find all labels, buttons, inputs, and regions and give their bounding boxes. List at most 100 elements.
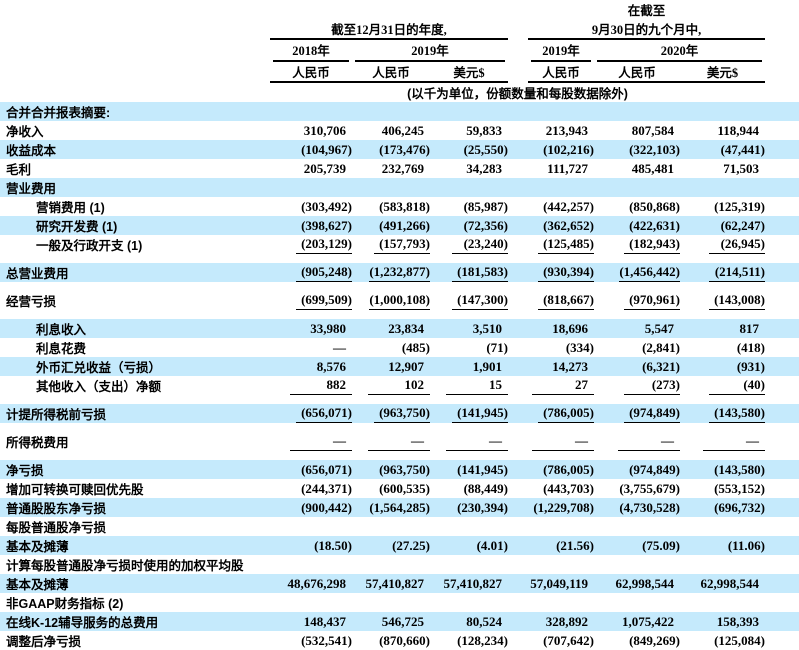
value-cell: (786,005) xyxy=(528,460,594,479)
cell-value: (696,732) xyxy=(714,499,766,515)
column-gutter xyxy=(508,376,528,395)
value-cell: (398,627) xyxy=(270,216,352,235)
table-row: 利息花费 — (485) (71) (334) (2,841) (418) xyxy=(0,338,799,357)
value-cell: (442,257) xyxy=(528,197,594,216)
cell-value: 3,510 xyxy=(472,320,502,336)
cell-value: 328,892 xyxy=(545,613,588,629)
cell-value: 57,410,827 xyxy=(365,575,425,591)
value-cell xyxy=(352,555,430,574)
value-cell xyxy=(680,593,765,612)
row-label: 每股普通股净亏损 xyxy=(6,521,107,535)
value-cell: (4.01) xyxy=(430,536,508,555)
value-cell: 817 xyxy=(680,319,766,338)
table-row: 毛利 205,739 232,769 34,283 111,727 485,481 71,5… xyxy=(0,159,799,178)
right-padding xyxy=(765,432,799,451)
cell-value: (147,300) xyxy=(452,292,508,310)
value-cell: (203,129) xyxy=(270,235,352,254)
value-cell xyxy=(528,517,594,536)
value-cell: (125,319) xyxy=(680,197,765,216)
row-label: 其他收入（支出）净额 xyxy=(36,380,162,394)
table-row: 外币汇兑收益（亏损） 8,576 12,907 1,901 14,273 (6,321) (… xyxy=(0,357,799,376)
currency-label: 美元$ xyxy=(430,62,508,83)
value-cell: (600,535) xyxy=(352,479,430,498)
cell-value: (26,945) xyxy=(709,236,766,254)
value-cell: (244,371) xyxy=(270,479,352,498)
value-cell: 80,524 xyxy=(430,612,508,631)
right-padding xyxy=(765,555,799,574)
cell-value: — xyxy=(532,433,594,451)
cell-value: 57,410,827 xyxy=(443,575,503,591)
value-cell: (553,152) xyxy=(680,479,765,498)
value-cell: (3,755,679) xyxy=(594,479,680,498)
value-cell: (1,000,108) xyxy=(352,291,430,310)
year-2019b-label: 2019年 xyxy=(531,40,591,62)
row-label: 计提所得税前亏损 xyxy=(0,404,270,423)
cell-value: 71,503 xyxy=(723,160,760,176)
cell-value: (88,449) xyxy=(463,480,508,496)
value-cell: — xyxy=(270,338,352,357)
table-row: 基本及摊薄 48,676,298 57,410,827 57,410,827 57,04… xyxy=(0,574,799,593)
cell-value: 817 xyxy=(739,320,760,336)
value-cell: 111,727 xyxy=(528,159,594,178)
table-body: 合并合并报表摘要: 净收入 310,706 406,245 59,833 213,943 8… xyxy=(0,102,799,650)
value-cell xyxy=(352,178,430,197)
table-row: 一般及行政开支 (1) (203,129) (157,793) (23,240) (12… xyxy=(0,235,799,254)
cell-value: (18.50) xyxy=(314,537,352,553)
value-cell: (699,509) xyxy=(270,291,352,310)
value-cell: (485) xyxy=(352,338,430,357)
value-cell: (25,550) xyxy=(430,140,508,159)
cell-value: (442,257) xyxy=(543,198,594,214)
cell-value: 148,437 xyxy=(303,613,346,629)
units-note: (以千为单位，份额数量和每股数据除外) xyxy=(407,87,628,101)
value-cell: 158,393 xyxy=(680,612,766,631)
right-padding xyxy=(765,235,799,254)
header-period-top-row: 在截至 xyxy=(0,0,799,19)
value-cell: 57,049,119 xyxy=(528,574,594,593)
value-cell: (11.06) xyxy=(680,536,766,555)
column-gutter xyxy=(508,159,528,178)
cell-value: (930,394) xyxy=(538,264,594,282)
value-cell: 5,547 xyxy=(594,319,680,338)
value-cell: (1,232,877) xyxy=(352,263,430,282)
value-cell: (125,084) xyxy=(680,631,765,650)
cell-value: (1,229,708) xyxy=(533,499,594,515)
cell-value: 882 xyxy=(290,377,352,395)
value-cell xyxy=(680,517,765,536)
cell-value: (102,216) xyxy=(543,141,594,157)
value-cell xyxy=(270,517,352,536)
value-cell: (21.56) xyxy=(528,536,594,555)
cell-value: 546,725 xyxy=(381,613,424,629)
right-padding xyxy=(765,612,799,631)
value-cell: (143,008) xyxy=(680,291,766,310)
row-label: 基本及摊薄 xyxy=(0,536,270,555)
row-label: 调整后净亏损 xyxy=(6,635,82,649)
cell-value: 59,833 xyxy=(466,122,502,138)
value-cell: 310,706 xyxy=(270,121,352,140)
section-spacer xyxy=(0,423,799,432)
value-cell: 71,503 xyxy=(680,159,765,178)
row-label: 利息收入 xyxy=(0,319,270,338)
cell-value: (181,583) xyxy=(452,264,508,282)
value-cell: (214,511) xyxy=(680,263,766,282)
year-2020-label: 2020年 xyxy=(597,40,763,62)
value-cell: (583,818) xyxy=(352,197,430,216)
cell-value: 14,273 xyxy=(552,358,588,374)
table-row: 净收入 310,706 406,245 59,833 213,943 807,584 118… xyxy=(0,121,799,140)
column-gutter xyxy=(508,555,528,574)
value-cell: (71) xyxy=(430,338,508,357)
column-gutter xyxy=(508,357,528,376)
right-padding xyxy=(765,498,799,517)
value-cell: 148,437 xyxy=(270,612,352,631)
cell-value: 8,576 xyxy=(316,358,346,374)
right-padding xyxy=(765,536,799,555)
value-cell: — xyxy=(594,432,680,451)
cell-value: 118,944 xyxy=(717,122,760,138)
value-cell: 48,676,298 xyxy=(270,574,352,593)
cell-value: 15 xyxy=(446,377,508,395)
right-padding xyxy=(765,178,799,197)
value-cell: 12,907 xyxy=(352,357,430,376)
cell-value: 102 xyxy=(368,377,430,395)
section-spacer xyxy=(0,451,799,460)
row-label: 一般及行政开支 (1) xyxy=(36,239,143,253)
